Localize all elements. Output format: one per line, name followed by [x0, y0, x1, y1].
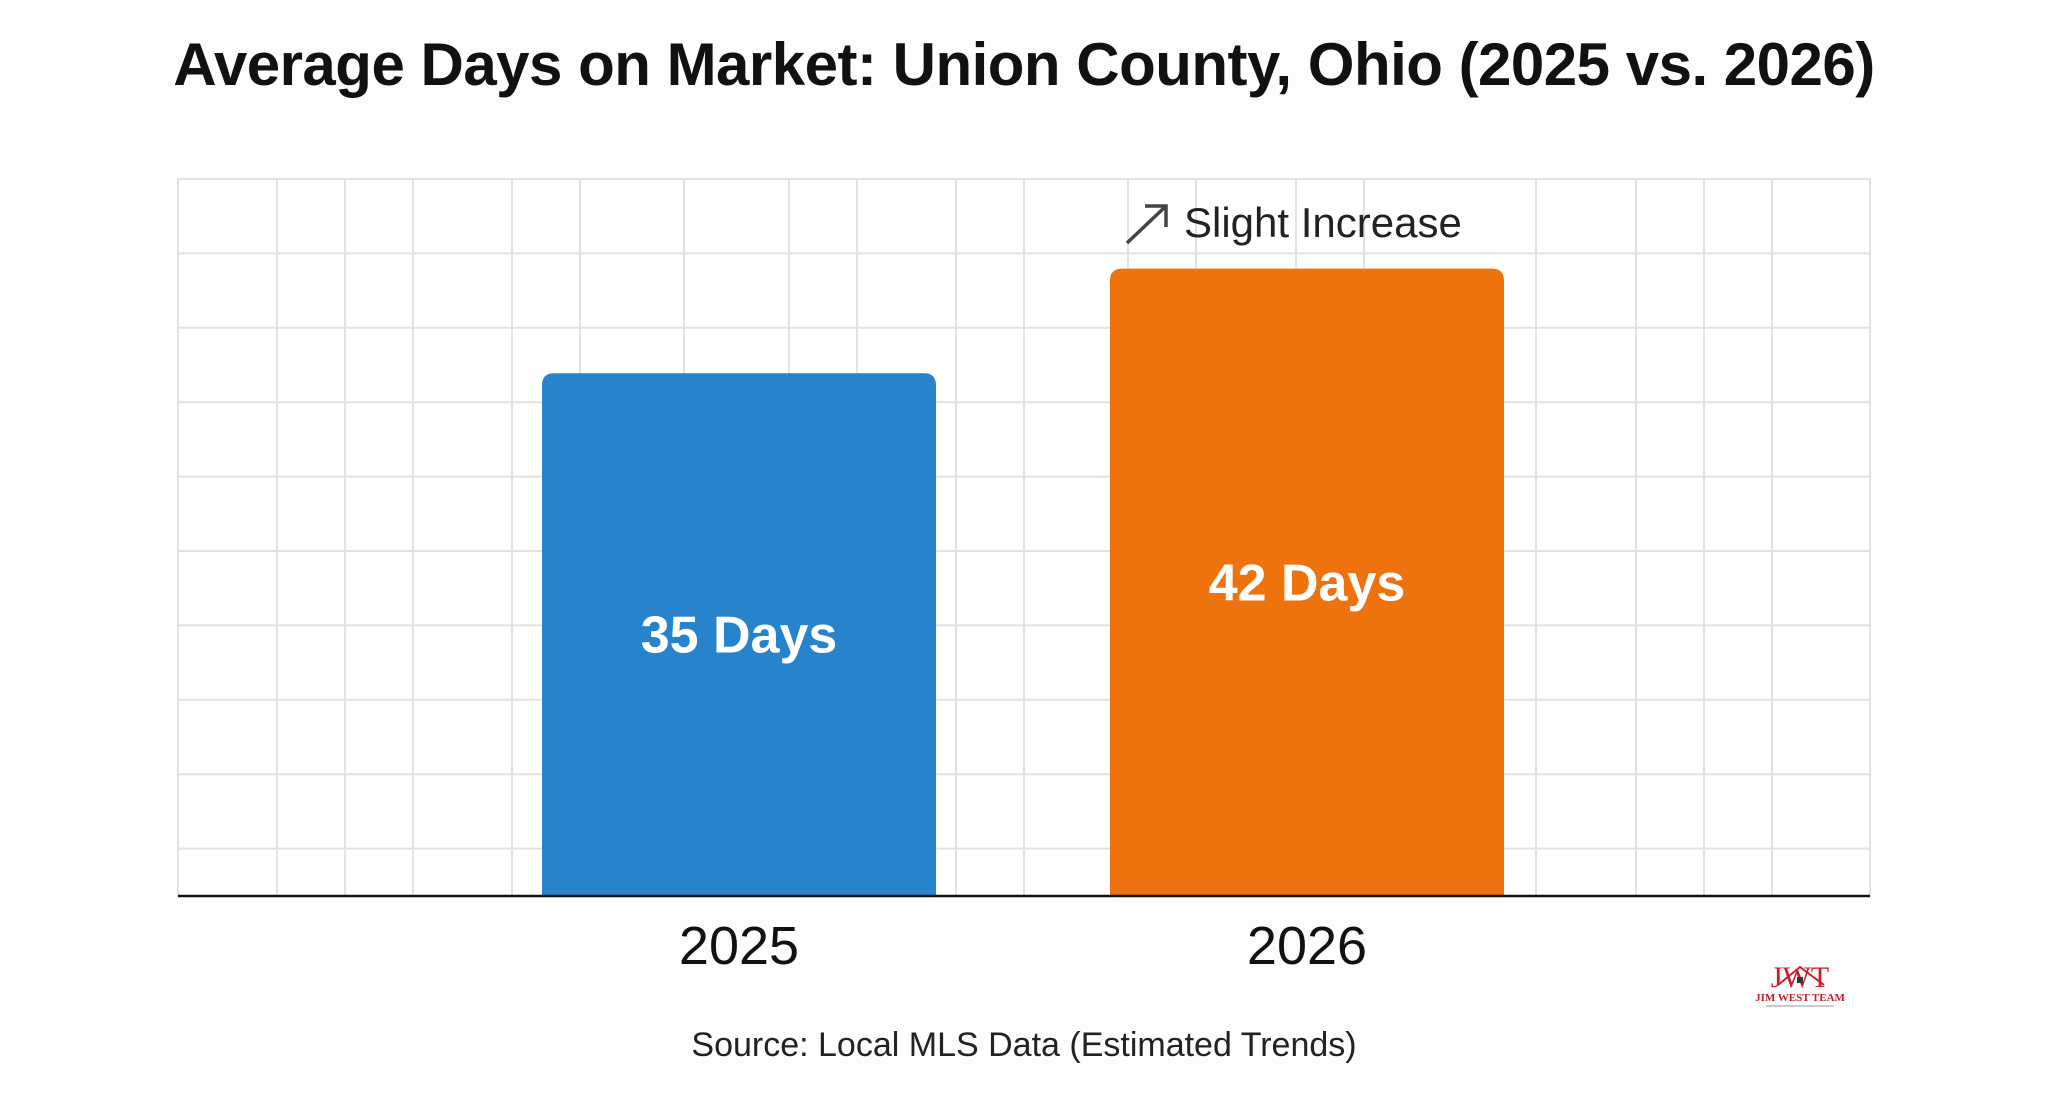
bars: 35 Days 42 Days [542, 268, 1504, 896]
logo-name: JIM WEST TEAM [1755, 992, 1845, 1004]
x-tick-labels: 2025 2026 [679, 916, 1367, 976]
grid [177, 178, 1871, 897]
chart-title: Average Days on Market: Union County, Oh… [173, 31, 1875, 98]
bar-2026 [1110, 268, 1504, 896]
bar-data-label: 42 Days [1209, 554, 1406, 612]
source-note: Source: Local MLS Data (Estimated Trends… [691, 1026, 1357, 1064]
bar-2025 [542, 373, 936, 896]
annotation: Slight Increase [1125, 199, 1462, 246]
arrow-up-right-icon [1125, 204, 1168, 245]
jim-west-team-logo: JWT JIM WEST TEAM [1755, 961, 1846, 1007]
x-tick-label: 2025 [679, 916, 799, 976]
bar-data-label: 35 Days [641, 607, 838, 665]
annotation-text: Slight Increase [1184, 199, 1462, 246]
x-tick-label: 2026 [1247, 916, 1367, 976]
